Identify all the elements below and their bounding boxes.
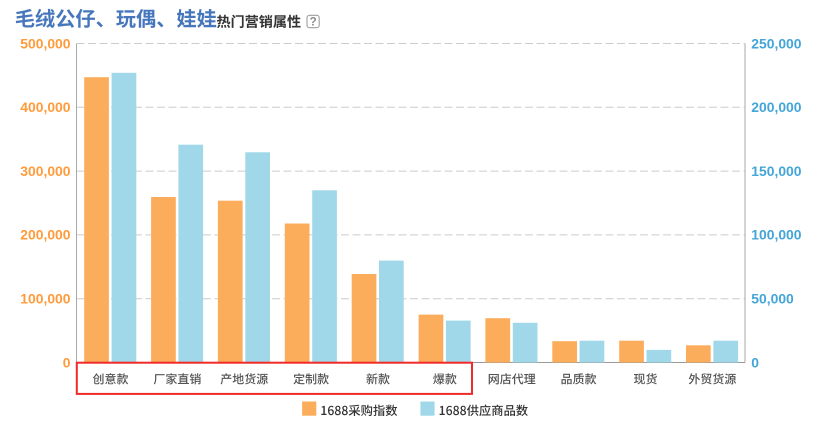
svg-text:50,000: 50,000 [751, 291, 794, 307]
svg-text:300,000: 300,000 [20, 163, 70, 179]
svg-text:150,000: 150,000 [751, 163, 801, 179]
svg-text:?: ? [310, 17, 317, 29]
svg-text:200,000: 200,000 [751, 99, 801, 115]
svg-text:250,000: 250,000 [751, 35, 801, 51]
svg-text:100,000: 100,000 [20, 291, 70, 307]
svg-text:100,000: 100,000 [751, 227, 801, 243]
svg-text:0: 0 [751, 354, 759, 370]
svg-text:400,000: 400,000 [20, 99, 70, 115]
svg-text:200,000: 200,000 [20, 227, 70, 243]
svg-text:0: 0 [63, 354, 71, 370]
svg-text:500,000: 500,000 [20, 35, 70, 51]
